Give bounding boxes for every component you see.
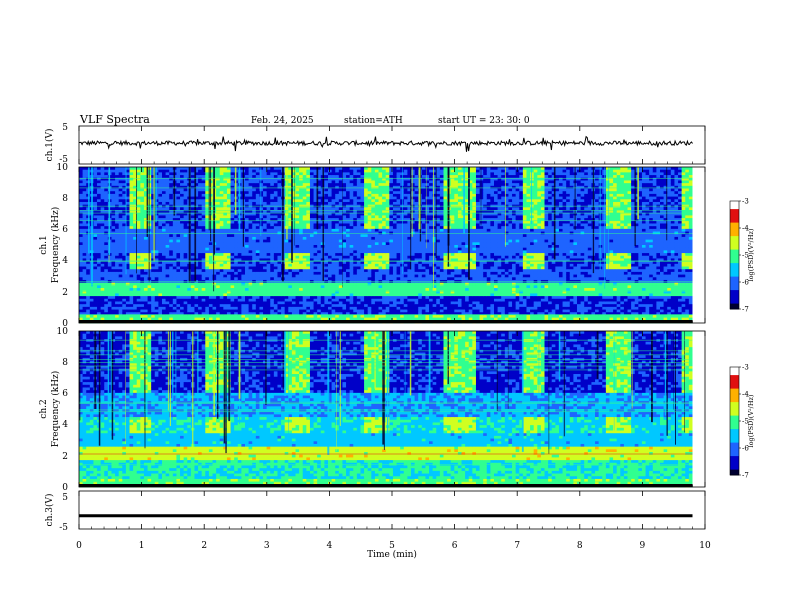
colorbar-label: log(PSD)(V²/Hz) <box>747 228 755 281</box>
ch1-colorbar: -3 -4 -5 -6 -7 log(PSD)(V²/Hz) <box>729 198 755 314</box>
ch1-ytick-4: 4 <box>62 256 68 266</box>
ch1-ylabel-frequency: Frequency (kHz) <box>50 207 61 284</box>
ch2-ytick-0: 0 <box>62 483 68 493</box>
ch2-ytick-6: 6 <box>62 389 68 399</box>
ch2-ylabel-channel: ch.2 <box>39 399 49 418</box>
ch1-ytick-10: 10 <box>57 163 69 173</box>
x-tick-label: 1 <box>139 541 145 551</box>
ch3-waveform-panel: 5 -5 ch.3(V) <box>44 490 706 533</box>
colorbar-tick-label: -7 <box>742 306 749 314</box>
ch2-ytick-4: 4 <box>62 420 68 430</box>
x-tick-label: 2 <box>201 541 207 551</box>
x-tick-label: 10 <box>699 541 711 551</box>
colorbar-tick-label: -4 <box>742 391 749 399</box>
x-tick-label: 3 <box>264 541 270 551</box>
x-axis-ticks <box>78 126 706 529</box>
ch3-ytick-bottom: -5 <box>59 523 68 533</box>
colorbar-tick-label: -7 <box>742 472 749 480</box>
ch1-ylabel-channel: ch.1 <box>39 235 49 254</box>
ch3-ytick-top: 5 <box>62 493 68 503</box>
station-label: station=ATH <box>344 116 403 126</box>
colorbar-tick-label: -3 <box>742 364 749 372</box>
x-tick-label: 8 <box>577 541 583 551</box>
ch1-ytick-bottom: -5 <box>59 155 68 165</box>
ch2-spectrogram-image <box>79 331 705 488</box>
start-time-label: start UT = 23: 30: 0 <box>438 116 530 126</box>
ch1-ytick-0: 0 <box>62 319 68 329</box>
ch1-spectrogram-image <box>79 167 705 324</box>
ch2-ytick-8: 8 <box>62 358 68 368</box>
x-tick-label: 0 <box>76 541 82 551</box>
ch3-waveform-frame <box>78 490 706 530</box>
x-tick-label: 6 <box>452 541 458 551</box>
x-axis-tick-labels: 0 1 2 3 4 5 6 7 8 9 10 <box>76 541 711 551</box>
colorbar-tick-label: -4 <box>742 225 749 233</box>
ch1-ytick-top: 5 <box>62 123 68 133</box>
colorbar-tick-label: -6 <box>742 279 749 287</box>
x-tick-label: 7 <box>514 541 520 551</box>
ch1-spectrogram-panel: 0 2 4 6 8 10 ch.1 Frequency (kHz) <box>39 163 706 329</box>
x-axis-label: Time (min) <box>367 549 417 560</box>
x-tick-label: 4 <box>327 541 333 551</box>
ch3-ylabel: ch.3(V) <box>44 494 55 527</box>
ch1-ytick-8: 8 <box>62 194 68 204</box>
ch2-ytick-2: 2 <box>62 452 68 462</box>
date-label: Feb. 24, 2025 <box>251 116 314 126</box>
ch2-ytick-10: 10 <box>57 327 69 337</box>
colorbar-tick-label: -6 <box>742 445 749 453</box>
colorbar-tick-label: -5 <box>742 252 749 260</box>
ch1-waveform-frame <box>78 125 706 165</box>
ch2-colorbar: -3 -4 -5 -6 -7 log(PSD)(V²/Hz) <box>729 364 755 480</box>
x-tick-label: 5 <box>389 541 395 551</box>
ch1-ytick-6: 6 <box>62 225 68 235</box>
ch2-spectrogram-panel: 0 2 4 6 8 10 ch.2 Frequency (kHz) <box>39 327 706 493</box>
colorbar-label: log(PSD)(V²/Hz) <box>747 394 755 447</box>
ch2-ylabel-frequency: Frequency (kHz) <box>50 371 61 448</box>
ch1-waveform-trace <box>79 135 693 152</box>
x-tick-label: 9 <box>640 541 646 551</box>
colorbar-tick-label: -3 <box>742 198 749 206</box>
ch1-ytick-2: 2 <box>62 288 68 298</box>
colorbar-tick-label: -5 <box>742 418 749 426</box>
ch1-waveform-panel: 5 -5 ch.1(V) <box>44 123 706 165</box>
figure-title: VLF Spectra <box>79 113 150 126</box>
ch1-ylabel: ch.1(V) <box>44 129 55 162</box>
